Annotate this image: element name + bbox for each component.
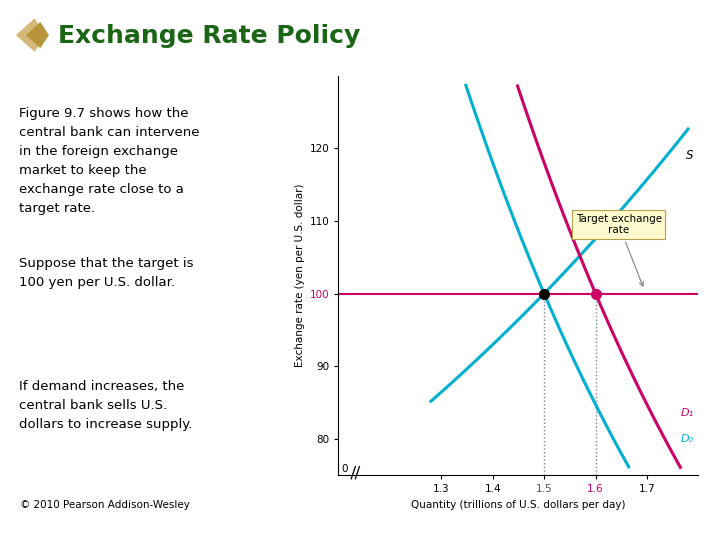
X-axis label: Quantity (trillions of U.S. dollars per day): Quantity (trillions of U.S. dollars per … [411,500,626,510]
Text: Exchange Rate Policy: Exchange Rate Policy [58,24,360,48]
Text: Figure 9.7 shows how the
central bank can intervene
in the foreign exchange
mark: Figure 9.7 shows how the central bank ca… [19,107,199,215]
Text: S: S [685,149,693,162]
Text: 0: 0 [342,464,348,474]
Y-axis label: Exchange rate (yen per U.S. dollar): Exchange rate (yen per U.S. dollar) [295,184,305,367]
Polygon shape [16,18,46,52]
Polygon shape [26,22,49,48]
Text: © 2010 Pearson Addison-Wesley: © 2010 Pearson Addison-Wesley [20,500,190,510]
Text: D₁: D₁ [680,408,693,418]
Text: Suppose that the target is
100 yen per U.S. dollar.: Suppose that the target is 100 yen per U… [19,256,193,289]
Text: D₀: D₀ [680,434,693,444]
Text: Target exchange
rate: Target exchange rate [575,214,662,286]
Text: If demand increases, the
central bank sells U.S.
dollars to increase supply.: If demand increases, the central bank se… [19,381,192,431]
